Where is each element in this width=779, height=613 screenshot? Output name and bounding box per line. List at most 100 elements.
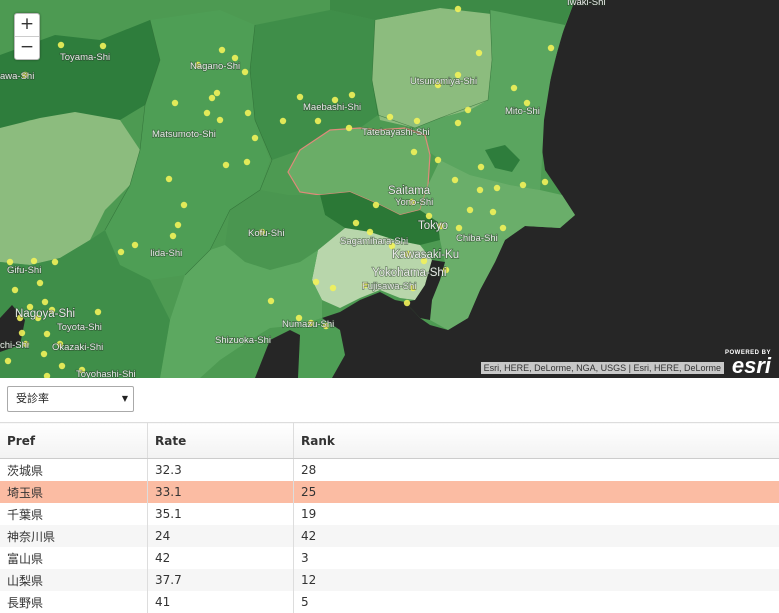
clinic-point[interactable] xyxy=(408,198,416,206)
clinic-point[interactable] xyxy=(222,161,230,169)
clinic-point[interactable] xyxy=(194,61,202,69)
clinic-point[interactable] xyxy=(475,49,483,57)
clinic-point[interactable] xyxy=(493,184,501,192)
table-row[interactable]: 神奈川県 24 42 xyxy=(0,525,779,547)
clinic-point[interactable] xyxy=(464,106,472,114)
clinic-point[interactable] xyxy=(244,109,252,117)
clinic-point[interactable] xyxy=(361,281,369,289)
clinic-point[interactable] xyxy=(131,241,139,249)
clinic-point[interactable] xyxy=(442,266,450,274)
clinic-point[interactable] xyxy=(48,306,56,314)
clinic-point[interactable] xyxy=(22,340,30,348)
clinic-point[interactable] xyxy=(295,314,303,322)
clinic-points[interactable] xyxy=(4,5,555,378)
clinic-point[interactable] xyxy=(99,42,107,50)
clinic-point[interactable] xyxy=(30,257,38,265)
table-row[interactable]: 富山県 42 3 xyxy=(0,547,779,569)
clinic-point[interactable] xyxy=(454,119,462,127)
clinic-point[interactable] xyxy=(541,178,549,186)
clinic-point[interactable] xyxy=(169,232,177,240)
column-header-rate[interactable]: Rate xyxy=(147,422,294,459)
map-canvas[interactable]: Toyama-Shi Nagano-Shi Utsunomiya-Shi Maebas… xyxy=(0,0,779,378)
clinic-point[interactable] xyxy=(372,201,380,209)
clinic-point[interactable] xyxy=(241,68,249,76)
clinic-point[interactable] xyxy=(329,284,337,292)
clinic-point[interactable] xyxy=(21,71,29,79)
clinic-point[interactable] xyxy=(352,219,360,227)
clinic-point[interactable] xyxy=(58,362,66,370)
clinic-point[interactable] xyxy=(451,176,459,184)
clinic-point[interactable] xyxy=(348,91,356,99)
clinic-point[interactable] xyxy=(231,54,239,62)
clinic-point[interactable] xyxy=(314,117,322,125)
clinic-point[interactable] xyxy=(218,46,226,54)
esri-logo[interactable]: POWERED BY esri xyxy=(725,350,771,377)
clinic-point[interactable] xyxy=(296,93,304,101)
clinic-point[interactable] xyxy=(388,242,396,250)
clinic-point[interactable] xyxy=(243,158,251,166)
clinic-point[interactable] xyxy=(36,279,44,287)
clinic-point[interactable] xyxy=(216,116,224,124)
clinic-point[interactable] xyxy=(43,372,51,378)
clinic-point[interactable] xyxy=(413,117,421,125)
table-row[interactable]: 茨城県 32.3 28 xyxy=(0,458,779,481)
clinic-point[interactable] xyxy=(307,319,315,327)
clinic-point[interactable] xyxy=(78,366,86,374)
clinic-point[interactable] xyxy=(437,222,445,230)
clinic-point[interactable] xyxy=(499,224,507,232)
clinic-point[interactable] xyxy=(203,109,211,117)
clinic-point[interactable] xyxy=(267,297,275,305)
clinic-point[interactable] xyxy=(26,303,34,311)
clinic-point[interactable] xyxy=(454,71,462,79)
clinic-point[interactable] xyxy=(51,258,59,266)
table-row[interactable]: 千葉県 35.1 19 xyxy=(0,503,779,525)
clinic-point[interactable] xyxy=(117,248,125,256)
clinic-point[interactable] xyxy=(56,340,64,348)
zoom-in-button[interactable]: + xyxy=(19,14,35,34)
clinic-point[interactable] xyxy=(434,81,442,89)
clinic-point[interactable] xyxy=(547,44,555,52)
clinic-point[interactable] xyxy=(165,175,173,183)
clinic-point[interactable] xyxy=(34,314,42,322)
clinic-point[interactable] xyxy=(174,221,182,229)
clinic-point[interactable] xyxy=(455,224,463,232)
clinic-point[interactable] xyxy=(258,228,266,236)
clinic-point[interactable] xyxy=(6,258,14,266)
column-header-pref[interactable]: Pref xyxy=(0,422,148,459)
column-header-rank[interactable]: Rank xyxy=(293,422,779,459)
clinic-point[interactable] xyxy=(523,99,531,107)
clinic-point[interactable] xyxy=(466,206,474,214)
metric-select[interactable]: 受診率 ▼ xyxy=(7,386,134,412)
clinic-point[interactable] xyxy=(425,212,433,220)
clinic-point[interactable] xyxy=(403,299,411,307)
clinic-point[interactable] xyxy=(279,117,287,125)
clinic-point[interactable] xyxy=(251,134,259,142)
clinic-point[interactable] xyxy=(11,286,19,294)
clinic-point[interactable] xyxy=(477,163,485,171)
clinic-point[interactable] xyxy=(18,329,26,337)
clinic-point[interactable] xyxy=(345,124,353,132)
clinic-point[interactable] xyxy=(171,99,179,107)
clinic-point[interactable] xyxy=(41,298,49,306)
clinic-point[interactable] xyxy=(213,89,221,97)
clinic-point[interactable] xyxy=(434,156,442,164)
clinic-point[interactable] xyxy=(489,208,497,216)
zoom-out-button[interactable]: − xyxy=(15,36,39,59)
table-row[interactable]: 山梨県 37.7 12 xyxy=(0,569,779,591)
clinic-point[interactable] xyxy=(43,330,51,338)
clinic-point[interactable] xyxy=(454,5,462,13)
clinic-point[interactable] xyxy=(420,257,428,265)
clinic-point[interactable] xyxy=(322,322,330,330)
clinic-point[interactable] xyxy=(208,94,216,102)
clinic-point[interactable] xyxy=(57,41,65,49)
table-row[interactable]: 埼玉県 33.1 25 xyxy=(0,481,779,503)
clinic-point[interactable] xyxy=(410,148,418,156)
clinic-point[interactable] xyxy=(386,113,394,121)
clinic-point[interactable] xyxy=(331,96,339,104)
clinic-point[interactable] xyxy=(180,201,188,209)
clinic-point[interactable] xyxy=(312,278,320,286)
clinic-point[interactable] xyxy=(409,284,417,292)
clinic-point[interactable] xyxy=(40,350,48,358)
clinic-point[interactable] xyxy=(366,228,374,236)
clinic-point[interactable] xyxy=(519,181,527,189)
